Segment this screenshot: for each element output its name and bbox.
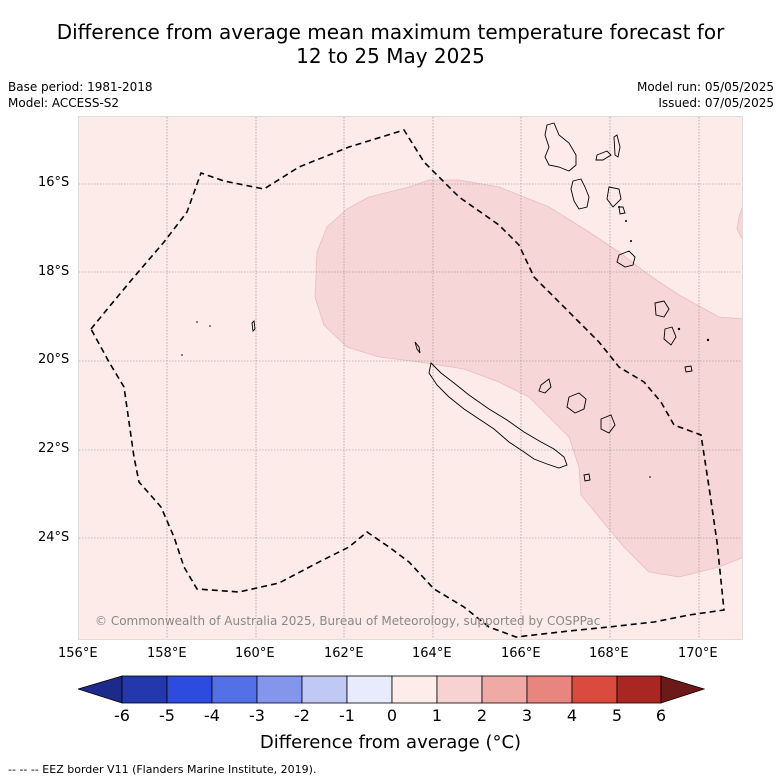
lon-label-164e: 164°E (412, 646, 452, 661)
lon-label-170e: 170°E (678, 646, 718, 661)
colorbar-bin-3-4 (526, 675, 573, 704)
ouvea-island (538, 378, 552, 394)
small-island-d (706, 338, 710, 342)
colorbar-bin-5-6 (616, 675, 662, 704)
lon-label-158e: 158°E (147, 646, 187, 661)
colorbar-tick-0: 0 (386, 706, 398, 725)
lon-label-162e: 162°E (324, 646, 364, 661)
title-line-1: Difference from average mean maximum tem… (56, 20, 725, 44)
colorbar-tick-m4: -4 (204, 706, 220, 725)
tanna-island (663, 326, 677, 346)
colorbar-bin-2-3 (481, 675, 528, 704)
colorbar-tick-2: 2 (476, 706, 488, 725)
lat-label-20s: 20°S (38, 352, 70, 367)
small-reef-2 (209, 325, 211, 327)
colorbar-bin-m5-m4 (166, 675, 213, 704)
chesterfield-reef (251, 320, 256, 332)
anomaly-region-east-edge (736, 206, 742, 240)
colorbar-bin-m2-m1 (301, 675, 348, 704)
erromango-island (654, 300, 670, 318)
lat-label-24s: 24°S (38, 530, 70, 545)
colorbar-tick-1: 1 (431, 706, 443, 725)
lon-label-166e: 166°E (501, 646, 541, 661)
colorbar-bin-1-2 (436, 675, 483, 704)
lifou-island (566, 392, 587, 414)
eez-border (90, 129, 725, 638)
lon-label-156e: 156°E (58, 646, 98, 661)
pentecost-island (606, 186, 622, 208)
model-run: Model run: 05/05/2025 (636, 80, 774, 94)
lat-label-16s: 16°S (38, 175, 70, 190)
small-island-b (625, 220, 627, 222)
map-canvas (79, 117, 742, 639)
colorbar-tick-m2: -2 (294, 706, 310, 725)
colorbar-bin-0-1 (391, 675, 438, 704)
colorbar-tick-6: 6 (655, 706, 667, 725)
colorbar-bin-m4-m3 (211, 675, 258, 704)
title-line-2: 12 to 25 May 2025 (296, 44, 485, 68)
aneityum-island (684, 365, 693, 373)
colorbar-extend-low (78, 675, 123, 704)
belep-islands (414, 341, 421, 354)
copyright-notice: © Commonwealth of Australia 2025, Bureau… (95, 614, 601, 628)
colorbar-tick-m5: -5 (159, 706, 175, 725)
colorbar-label: Difference from average (°C) (259, 732, 522, 753)
base-period: Base period: 1981-2018 (8, 80, 153, 94)
colorbar-bin-4-5 (571, 675, 618, 704)
colorbar-tick-4: 4 (566, 706, 578, 725)
ambae-island (595, 150, 612, 161)
lon-label-160e: 160°E (235, 646, 275, 661)
walpole-island (583, 473, 591, 482)
espiritu-santo-island (544, 122, 577, 172)
colorbar-tick-5: 5 (611, 706, 623, 725)
forecast-map (78, 116, 743, 640)
efate-island (616, 250, 636, 268)
colorbar-bin-m3-m2 (256, 675, 303, 704)
colorbar-bin-m6-m5 (121, 675, 168, 704)
small-island-a (618, 206, 620, 208)
colorbar-extend-high (660, 675, 705, 704)
lat-label-18s: 18°S (38, 264, 70, 279)
issued-date: Issued: 07/05/2025 (658, 96, 774, 110)
lon-label-168e: 168°E (589, 646, 629, 661)
colorbar-tick-3: 3 (521, 706, 533, 725)
eez-footnote: -- -- -- EEZ border V11 (Flanders Marine… (8, 763, 317, 776)
aniwa-island (677, 327, 681, 331)
colorbar-tick-m3: -3 (249, 706, 265, 725)
colorbar-tick-m1: -1 (339, 706, 355, 725)
mare-island (600, 414, 616, 434)
anomaly-region-1-to-2 (314, 179, 742, 578)
colorbar (78, 675, 705, 704)
small-island-c (630, 240, 632, 242)
maewo-island (613, 134, 621, 158)
small-island-e (649, 476, 651, 478)
small-reef-3 (181, 354, 183, 356)
small-reef-1 (196, 321, 198, 323)
colorbar-bin-m1-0 (346, 675, 393, 704)
lat-label-22s: 22°S (38, 441, 70, 456)
new-caledonia-island (428, 362, 568, 469)
ambrym-island (618, 206, 626, 215)
malekula-island (570, 178, 590, 210)
colorbar-tick-m6: -6 (114, 706, 130, 725)
model-name: Model: ACCESS-S2 (8, 96, 120, 110)
